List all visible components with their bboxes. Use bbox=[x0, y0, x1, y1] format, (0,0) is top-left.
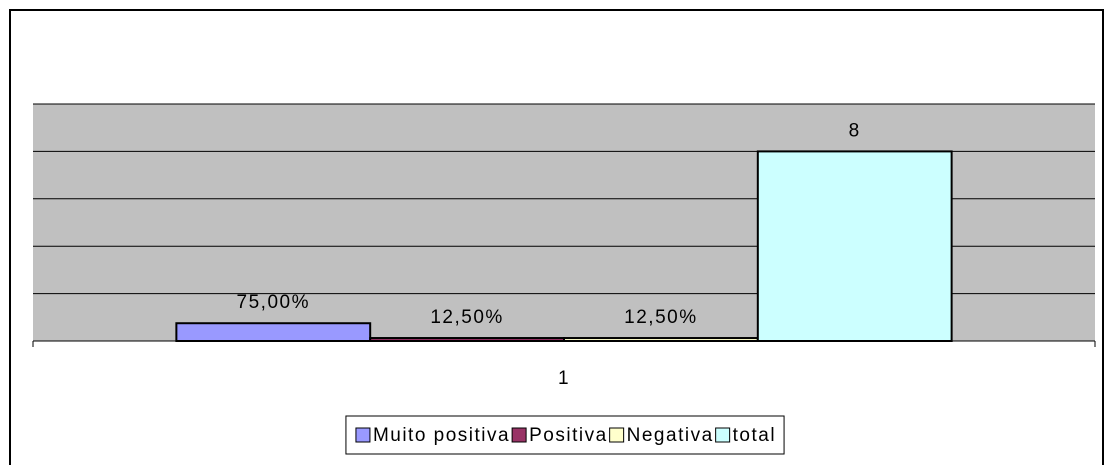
legend-swatch bbox=[715, 427, 731, 443]
bar bbox=[175, 322, 372, 343]
legend-swatch bbox=[609, 427, 625, 443]
bar bbox=[369, 337, 565, 343]
legend-label: Negativa bbox=[627, 425, 714, 446]
legend bbox=[345, 415, 785, 455]
legend-label: Muito positiva bbox=[373, 425, 510, 446]
legend-label: total bbox=[733, 425, 776, 446]
data-label: 12,50% bbox=[624, 307, 697, 328]
data-label: 8 bbox=[849, 120, 861, 141]
data-label: 12,50% bbox=[430, 307, 503, 328]
bar bbox=[563, 337, 759, 343]
legend-swatch bbox=[511, 427, 527, 443]
data-label: 75,00% bbox=[237, 292, 310, 313]
legend-swatch bbox=[355, 427, 371, 443]
x-tick-label: 1 bbox=[558, 368, 570, 389]
bar bbox=[756, 150, 953, 342]
legend-label: Positiva bbox=[529, 425, 608, 446]
